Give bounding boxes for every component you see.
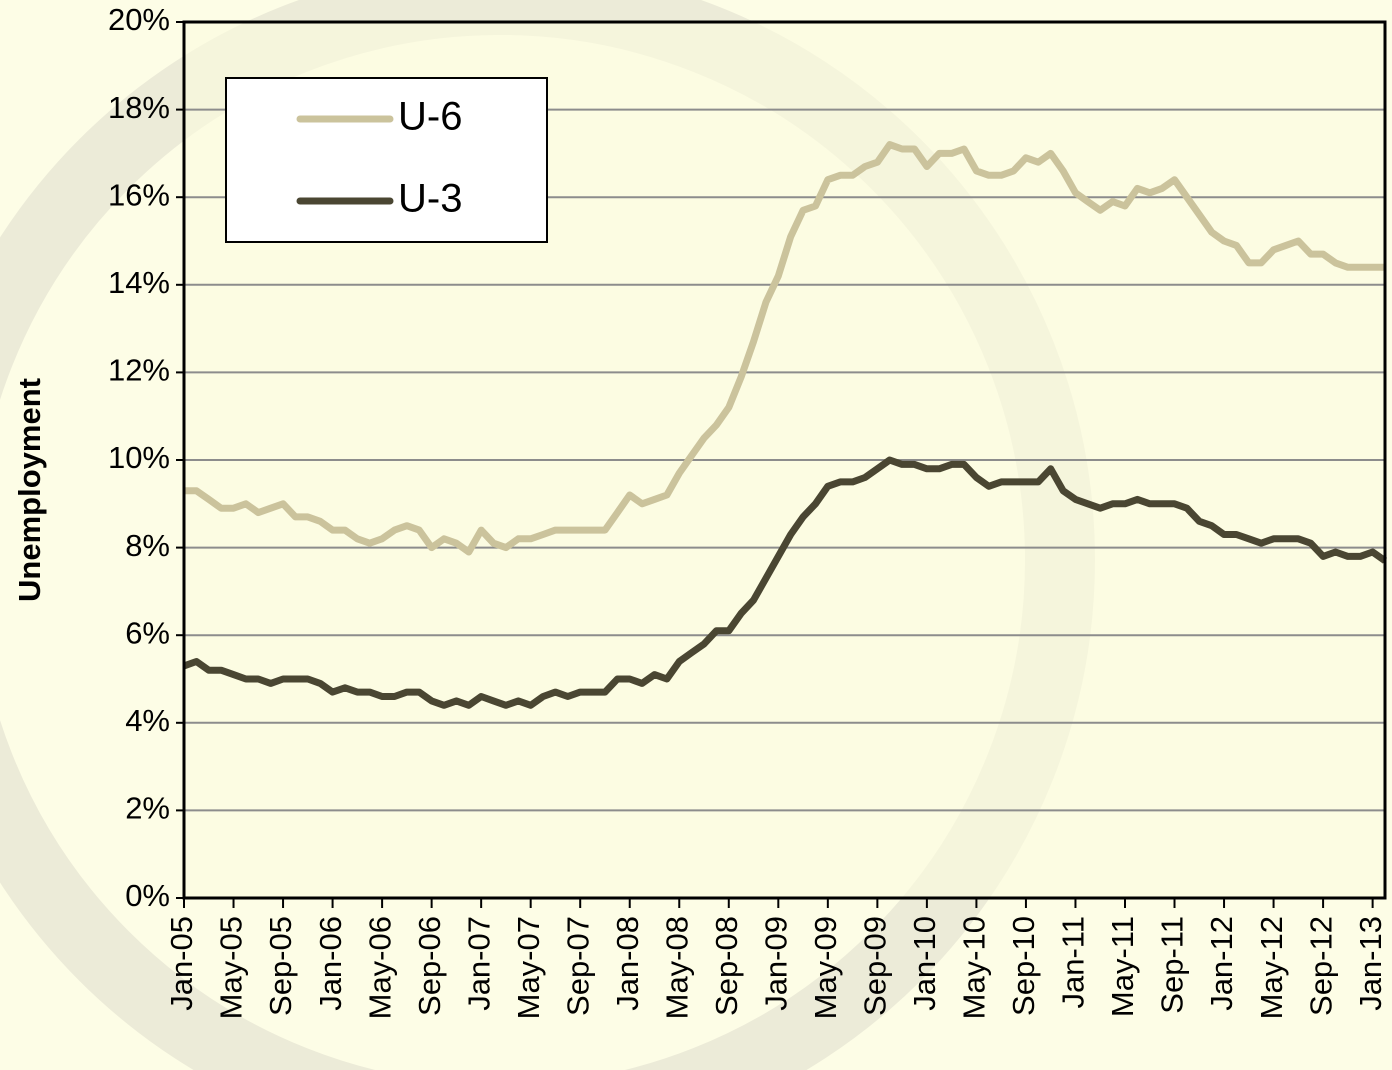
x-tick-label: Jan-13 [1353,916,1388,1011]
x-tick-label: May-08 [659,916,694,1019]
y-tick-label: 18% [108,90,170,125]
x-tick-label: May-11 [1105,916,1140,1017]
legend-label: U-6 [398,95,462,139]
x-tick-label: May-05 [214,916,249,1019]
x-tick-label: May-10 [957,916,992,1019]
y-tick-label: 12% [108,353,170,388]
y-tick-label: 10% [108,440,170,475]
x-tick-label: May-09 [808,916,843,1019]
x-tick-label: Sep-07 [560,916,595,1016]
x-tick-label: Jan-10 [907,916,942,1011]
x-tick-label: Sep-08 [709,916,744,1016]
x-tick-label: Jan-06 [313,916,348,1011]
y-tick-label: 16% [108,177,170,212]
x-tick-label: Sep-12 [1303,916,1338,1016]
series-line [184,141,1385,556]
x-tick-label: Sep-11 [1155,916,1190,1014]
x-tick-label: May-06 [362,916,397,1019]
plot-border [182,20,1387,900]
x-tick-label: Sep-10 [1006,916,1041,1016]
x-tick-label: Sep-06 [412,916,447,1016]
y-tick-label: 8% [125,528,170,563]
x-tick-label: Jan-08 [610,916,645,1011]
x-tick-label: Jan-11 [1056,916,1091,1009]
y-tick-label: 14% [108,265,170,300]
x-tick-label: Sep-05 [263,916,298,1016]
x-tick-label: Jan-05 [164,916,199,1011]
x-tick-label: Sep-09 [858,916,893,1016]
legend-label: U-3 [398,177,462,221]
legend-box [225,77,548,243]
y-tick-label: 0% [125,878,170,913]
y-tick-label: 6% [125,615,170,650]
y-tick-label: 4% [125,703,170,738]
x-tick-label: Jan-07 [461,916,496,1011]
series-line [182,456,1388,709]
y-tick-label: 20% [108,2,170,37]
x-tick-label: May-12 [1254,916,1289,1019]
x-tick-label: Jan-09 [758,916,793,1011]
y-axis-label: Unemployment [12,378,47,602]
x-tick-label: Jan-12 [1204,916,1239,1011]
x-tick-label: May-07 [511,916,546,1019]
y-tick-label: 2% [125,791,170,826]
